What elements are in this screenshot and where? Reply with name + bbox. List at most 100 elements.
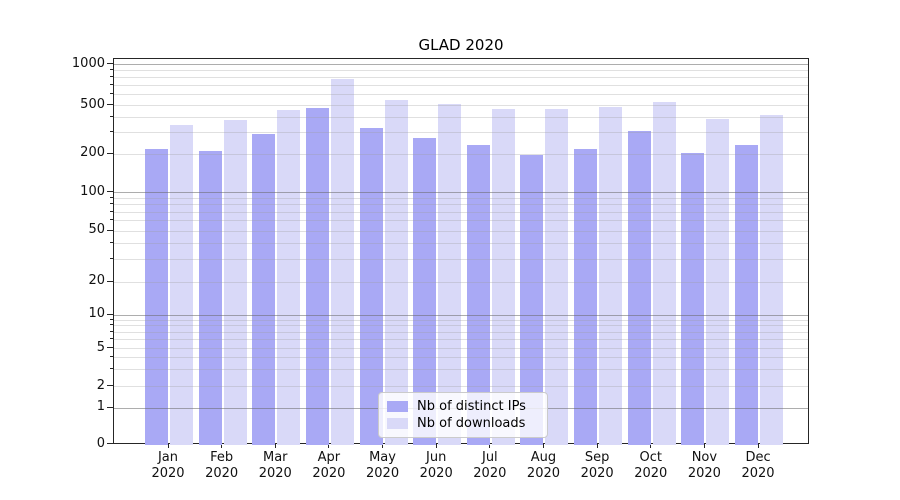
y-axis-tick (107, 313, 113, 315)
x-axis-tick (489, 444, 491, 448)
chart-title: GLAD 2020 (418, 36, 504, 54)
bar-distinct-ips-mar (252, 134, 276, 445)
y-axis-tick-label: 5 (96, 339, 105, 355)
y-axis-minor-tick (110, 93, 113, 95)
gridline-minor (114, 348, 808, 349)
gridline-major (114, 64, 808, 65)
y-axis-tick (107, 152, 113, 154)
x-axis-label-year: 2020 (419, 466, 453, 481)
x-axis-tick (703, 444, 705, 448)
x-axis-tick (435, 444, 437, 448)
bar-downloads-oct (652, 102, 676, 445)
x-axis-label-year: 2020 (258, 466, 292, 481)
y-axis-minor-tick (110, 69, 113, 71)
x-axis-label-month: Apr (317, 450, 341, 465)
bar-downloads-apr (330, 79, 354, 445)
x-axis-label-year: 2020 (312, 466, 346, 481)
gridline-minor (114, 85, 808, 87)
y-axis-minor-tick (110, 76, 113, 78)
x-axis-tick (596, 444, 598, 448)
y-axis-tick (107, 406, 113, 408)
plot-area (113, 58, 809, 445)
bar-distinct-ips-may (359, 128, 383, 445)
legend-label-distinct-ips: Nb of distinct IPs (417, 399, 526, 414)
bar-downloads-aug (545, 108, 569, 445)
y-axis-tick (107, 347, 113, 348)
y-axis-minor-tick (110, 196, 113, 198)
x-axis-tick (757, 444, 759, 448)
gridline-minor (114, 386, 808, 387)
x-axis-label: Nov 2020 (668, 450, 740, 482)
gridline-minor (114, 242, 808, 244)
x-axis-label: Sep 2020 (561, 450, 633, 482)
x-axis-tick (274, 444, 276, 448)
y-axis-minor-tick (110, 368, 113, 370)
gridline-minor (114, 105, 808, 106)
y-axis-tick-label: 500 (80, 96, 105, 112)
gridline-minor (114, 369, 808, 371)
x-axis-label: Feb 2020 (186, 450, 258, 482)
bar-downloads-dec (760, 114, 784, 445)
bar-distinct-ips-oct (627, 130, 651, 445)
y-axis-minor-tick (110, 219, 113, 221)
legend: Nb of distinct IPs Nb of downloads (378, 392, 548, 438)
gridline-minor (114, 319, 808, 321)
bar-distinct-ips-jan (145, 148, 168, 445)
bar-distinct-ips-jul (466, 145, 490, 445)
x-axis-label-month: Aug (530, 450, 557, 465)
legend-item: Nb of downloads (387, 415, 539, 432)
y-axis-tick-label: 50 (88, 222, 105, 237)
gridline-minor (114, 357, 808, 359)
x-axis-label-month: Oct (639, 450, 662, 465)
x-axis-label-month: Jan (157, 450, 179, 465)
y-axis-tick-label: 20 (88, 273, 105, 288)
y-axis-minor-tick (110, 257, 113, 259)
y-axis-tick (107, 385, 113, 386)
y-axis-minor-tick (110, 318, 113, 320)
gridline-minor (114, 230, 808, 232)
x-axis-tick (328, 444, 330, 448)
bar-distinct-ips-apr (305, 107, 329, 445)
x-axis-label-year: 2020 (634, 466, 668, 481)
x-axis-label-year: 2020 (580, 466, 614, 481)
y-axis-tick (107, 191, 113, 192)
y-axis-minor-tick (110, 131, 113, 133)
y-axis-tick-label: 200 (80, 145, 105, 160)
y-axis-minor-tick (110, 330, 113, 332)
legend-swatch-downloads (387, 418, 408, 429)
x-axis-label-year: 2020 (366, 466, 400, 481)
gridline-minor (114, 153, 808, 155)
y-axis-tick (107, 229, 113, 231)
bar-downloads-mar (277, 109, 301, 445)
bar-distinct-ips-aug (520, 155, 544, 445)
x-axis-label: Oct 2020 (615, 450, 687, 482)
y-axis-tick-label: 0 (96, 435, 105, 451)
x-axis-tick (650, 444, 652, 448)
x-axis-label: Dec 2020 (722, 450, 794, 482)
gridline-minor (114, 258, 808, 260)
gridline-major (114, 192, 808, 193)
x-axis-label-year: 2020 (151, 466, 185, 481)
y-axis-minor-tick (110, 84, 113, 86)
bar-downloads-may (384, 99, 408, 445)
x-axis-tick (221, 444, 223, 448)
x-axis-label: May 2020 (347, 450, 419, 482)
bar-downloads-jan (170, 125, 193, 445)
x-axis-label-year: 2020 (205, 466, 239, 481)
x-axis-tick (382, 444, 384, 448)
bar-distinct-ips-feb (198, 151, 222, 445)
x-axis-label-month: Mar (263, 450, 288, 465)
gridline-minor (114, 116, 808, 118)
gridline-minor (114, 220, 808, 222)
x-axis-label: Jul 2020 (454, 450, 526, 482)
gridline-minor (114, 94, 808, 96)
gridline-minor (114, 77, 808, 79)
bar-downloads-jun (438, 104, 462, 445)
gridline-minor (114, 197, 808, 199)
y-axis-minor-tick (110, 324, 113, 326)
y-axis-tick (107, 104, 113, 105)
x-axis-label-month: May (369, 450, 396, 465)
y-axis-tick-label: 100 (80, 183, 105, 199)
y-axis-tick-label: 10 (88, 306, 105, 321)
